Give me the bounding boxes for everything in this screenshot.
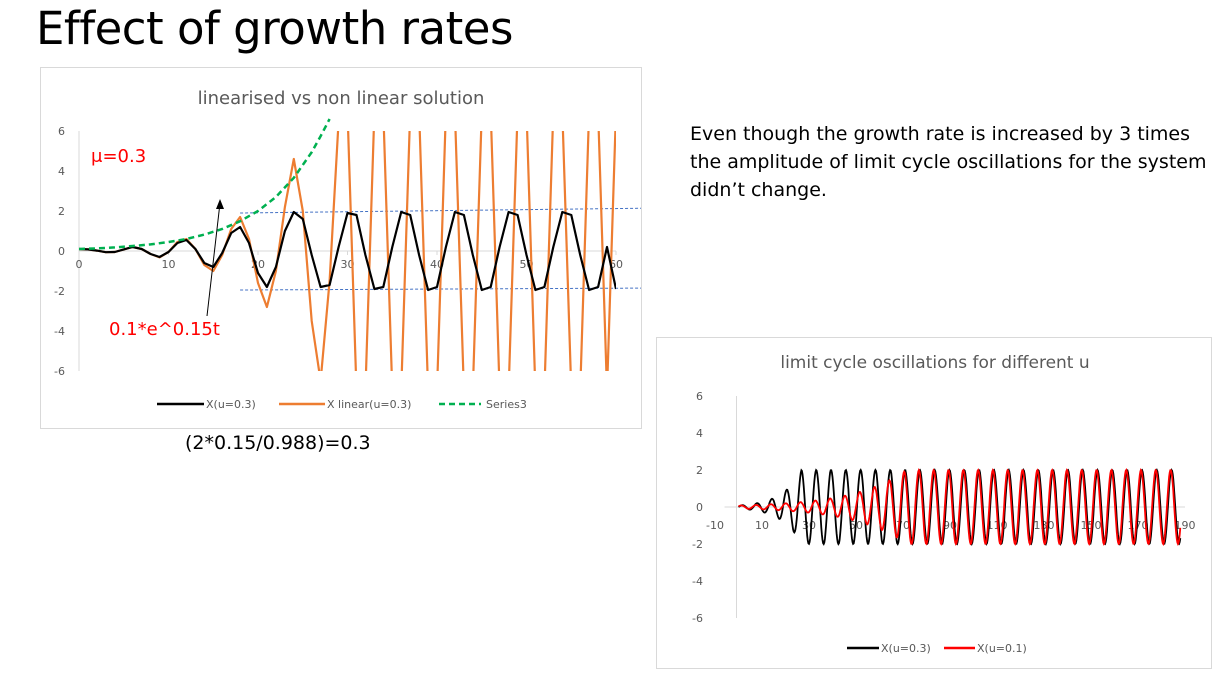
series-x-u03-line	[738, 467, 1182, 547]
chart1-y-tick-label: -6	[54, 365, 65, 378]
chart2-y-tick-label: 4	[696, 427, 703, 440]
growth-rate-chart: linearised vs non linear solution 6 4 2 0 -2 -…	[40, 67, 642, 429]
chart1-title: linearised vs non linear solution	[198, 88, 485, 109]
envelope-arrow-line	[206, 202, 221, 317]
chart2-y-tick-label: -2	[692, 538, 703, 551]
legend-label-x-u03: X(u=0.3)	[881, 642, 931, 655]
chart2-title: limit cycle oscillations for different u	[780, 353, 1089, 373]
growth-rate-chart-svg: linearised vs non linear solution 6 4 2 0 -2 -…	[54, 88, 641, 411]
legend-label-series3: Series3	[486, 398, 527, 411]
series-envelope-dashed-line	[78, 118, 331, 251]
chart1-y-tick-label: 4	[58, 165, 65, 178]
slide-title: Effect of growth rates	[36, 2, 513, 55]
chart2-x-tick-label: 30	[802, 519, 816, 532]
chart1-dashed-level-line	[240, 207, 641, 214]
legend-label-x-nonlinear: X(u=0.3)	[206, 398, 256, 411]
chart1-x-tick-label: 10	[162, 258, 176, 271]
chart1-y-tick-label: 0	[58, 245, 65, 258]
chart2-x-tick-label: 10	[755, 519, 769, 532]
chart1-y-tick-label: -4	[54, 325, 65, 338]
chart2-y-tick-label: 6	[696, 390, 703, 403]
chart1-x-tick-label: 0	[76, 258, 83, 271]
chart1-y-tick-label: -2	[54, 285, 65, 298]
explanation-text: Even though the growth rate is increased…	[690, 123, 1207, 201]
mu-annotation: μ=0.3	[91, 146, 146, 167]
chart1-plot-area	[79, 131, 616, 371]
series-x-nonlinear-line	[79, 210, 616, 292]
chart2-y-tick-label: 2	[696, 464, 703, 477]
chart1-y-tick-label: 6	[58, 125, 65, 138]
envelope-arrow-head	[216, 199, 224, 209]
legend-label-x-linear: X linear(u=0.3)	[327, 398, 411, 411]
envelope-annotation: 0.1*e^0.15t	[109, 319, 220, 340]
legend-label-x-u01: X(u=0.1)	[977, 642, 1027, 655]
chart2-y-tick-label: 0	[696, 501, 703, 514]
formula-text: (2*0.15/0.988)=0.3	[185, 432, 371, 454]
chart2-x-tick-label: -10	[706, 519, 724, 532]
chart2-y-tick-label: -6	[692, 612, 703, 625]
series-x-u01-line	[738, 467, 1182, 547]
limit-cycle-chart-svg: limit cycle oscillations for different u…	[692, 353, 1195, 655]
chart1-x-tick-label: 30	[341, 258, 355, 271]
chart1-y-tick-label: 2	[58, 205, 65, 218]
limit-cycle-chart: limit cycle oscillations for different u…	[656, 337, 1212, 669]
chart2-y-tick-label: -4	[692, 575, 703, 588]
